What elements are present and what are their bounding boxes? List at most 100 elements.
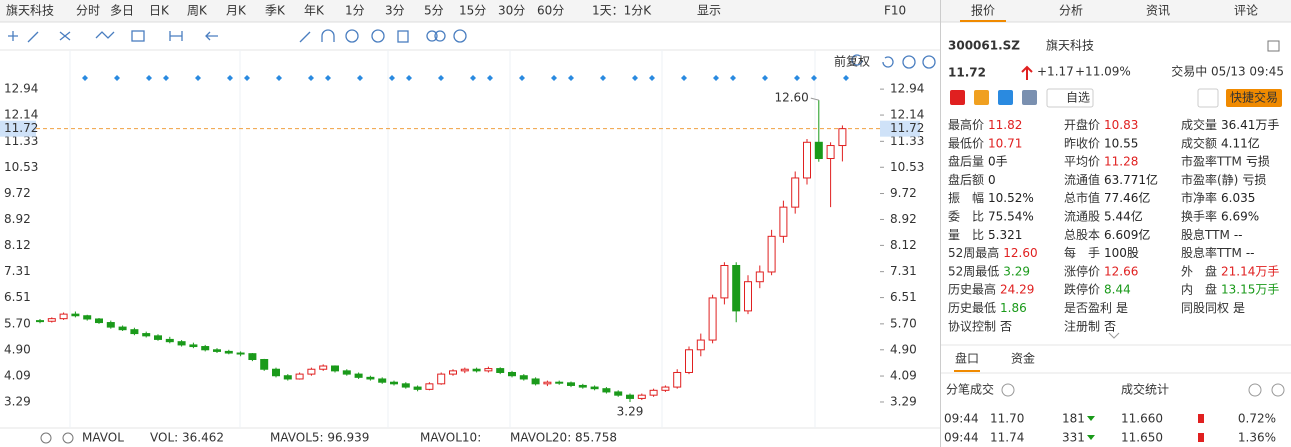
quote-value: 6.035 (1221, 191, 1255, 205)
close-icon[interactable] (62, 432, 74, 444)
sub-tab[interactable]: 资金 (1011, 351, 1035, 366)
trade-volume: 181 (1062, 412, 1085, 426)
event-marker (244, 75, 250, 81)
quote-value: -- (1246, 246, 1255, 260)
volume-legend: MAVOL5: 96.939 (270, 431, 369, 445)
help-icon[interactable] (1001, 383, 1015, 397)
event-marker (146, 75, 152, 81)
quote-cell: 历史最低 1.86 (948, 301, 1027, 315)
panel-tab[interactable]: 资讯 (1146, 4, 1170, 18)
period-tab[interactable]: 旗天科技 (6, 3, 54, 18)
stat-bar (1198, 414, 1204, 423)
candle-body (460, 368, 469, 372)
quote-cell: 同股同权是 (1181, 301, 1245, 315)
trade-time: 09:44 (944, 431, 979, 445)
quote-label: 市净率 (1181, 190, 1217, 205)
status: 交易中 05/13 09:45 (1171, 64, 1284, 79)
event-marker (600, 75, 606, 81)
sub-tab[interactable]: 盘口 (955, 351, 979, 366)
period-tab[interactable]: 日K (149, 4, 170, 18)
quote-value: 36.41万手 (1221, 118, 1279, 132)
expand-icon[interactable] (1271, 383, 1285, 397)
period-tab[interactable]: 1分 (345, 4, 365, 18)
quote-value: 亏损 (1242, 172, 1266, 186)
quote-cell: 注册制否 (1064, 318, 1116, 333)
quote-value: 21.14万手 (1221, 264, 1279, 278)
period-tab[interactable]: 1天：1分K (592, 4, 652, 18)
period-tab[interactable]: 5分 (424, 4, 444, 18)
bell-button[interactable] (1197, 88, 1219, 108)
trade-button[interactable] (1226, 89, 1282, 107)
panel-tab[interactable]: 报价 (971, 3, 995, 18)
quote-cell: 协议控制否 (948, 318, 1012, 333)
event-marker (762, 75, 768, 81)
badge-icon (1022, 90, 1037, 105)
period-tab[interactable]: 季K (265, 4, 286, 18)
f10-button[interactable]: F10 (884, 4, 906, 18)
change: +1.17 (1037, 65, 1074, 79)
quote-value: 是 (1233, 301, 1245, 315)
quote-value: 10.55 (1104, 136, 1138, 150)
collapse-arrow[interactable] (1108, 332, 1120, 339)
y-tick-label: 12.94 (890, 82, 924, 96)
candle-body (614, 391, 623, 396)
last-price-label: 11.72 (4, 121, 38, 135)
event-marker (551, 75, 557, 81)
quote-value: 11.28 (1104, 154, 1138, 168)
watch-label[interactable]: 自选 (1066, 91, 1090, 105)
candle-body (637, 394, 646, 399)
candle-body (354, 373, 363, 378)
period-tab[interactable]: 15分 (459, 4, 486, 18)
quote-cell: 最低价 10.71 (948, 136, 1022, 150)
event-marker (82, 75, 88, 81)
event-marker (308, 75, 314, 81)
period-tab[interactable]: 30分 (498, 4, 525, 18)
quote-value: 77.46亿 (1104, 190, 1150, 205)
quote-value: 是 (1116, 301, 1128, 315)
y-tick-label: 11.33 (4, 134, 38, 148)
y-tick-label: 9.72 (4, 186, 31, 200)
period-tab[interactable]: 年K (304, 4, 325, 18)
period-tab[interactable]: 60分 (537, 4, 564, 18)
candle-body (47, 318, 56, 322)
candle-body (720, 264, 729, 299)
candle-body (295, 373, 304, 380)
candle-body (248, 353, 257, 361)
period-tab[interactable]: 多日 (110, 4, 134, 18)
quote-label: 内 盘 (1181, 281, 1217, 296)
adjust-label[interactable]: 前复权 (834, 54, 870, 69)
event-marker (163, 75, 169, 81)
quote-label: 协议控制 (948, 318, 996, 333)
quote-label: 量 比 (948, 227, 984, 241)
quote-cell: 总市值 77.46亿 (1064, 190, 1150, 205)
panel-tab[interactable]: 评论 (1234, 4, 1258, 18)
y-tick-label: 4.90 (4, 342, 31, 356)
event-marker (681, 75, 687, 81)
stat-pct: 0.72% (1238, 412, 1276, 426)
trade-arrow (1087, 435, 1095, 440)
period-tab[interactable]: 周K (187, 4, 208, 18)
panel-tab[interactable]: 分析 (1059, 4, 1083, 18)
badge-icon (950, 90, 965, 105)
watch-button[interactable] (1046, 88, 1094, 108)
candle-body (36, 320, 44, 323)
quote-label: 昨收价 (1064, 136, 1100, 150)
menu-icon[interactable] (1267, 40, 1280, 52)
settings-icon[interactable] (1248, 383, 1262, 397)
period-tab[interactable]: 月K (226, 4, 247, 18)
y-tick-label: 5.70 (890, 316, 917, 330)
trade-label[interactable]: 快捷交易 (1230, 90, 1278, 105)
event-marker (406, 75, 412, 81)
period-tab[interactable]: 3分 (385, 4, 405, 18)
display-menu[interactable]: 显示 (697, 4, 721, 18)
low-note: 3.29 (617, 404, 644, 418)
quote-label: 开盘价 (1064, 117, 1100, 132)
quote-cell: 每 手 100股 (1064, 245, 1139, 260)
quote-cell: 换手率 6.69% (1181, 208, 1259, 223)
quote-label: 总市值 (1064, 190, 1100, 205)
candle-body (272, 368, 280, 377)
quote-label: 流通股 (1064, 209, 1100, 223)
quote-value: 10.71 (988, 136, 1022, 150)
settings-icon[interactable] (40, 432, 52, 444)
period-tab[interactable]: 分时 (76, 4, 100, 18)
